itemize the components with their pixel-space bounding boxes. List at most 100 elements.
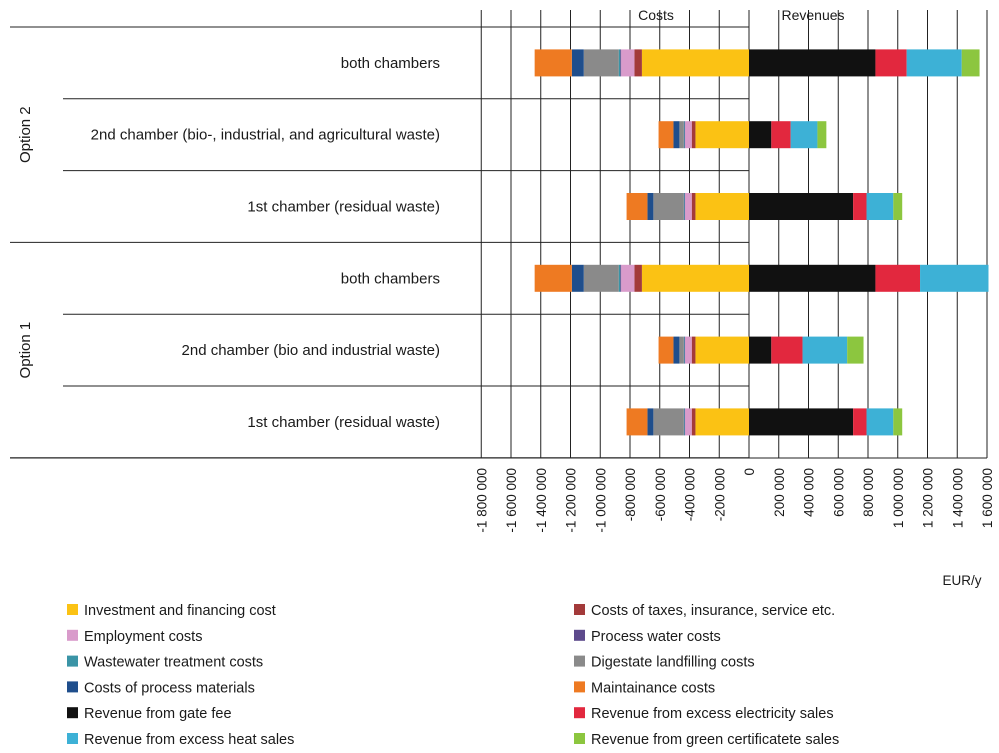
bar-segment [679,336,684,364]
bar-segment [621,264,635,292]
bar-segment [771,121,791,149]
legend-swatch [67,681,78,693]
bar-segment [571,49,584,77]
legend-swatch [67,733,78,744]
bar-series [534,49,989,436]
bar-segment [571,264,584,292]
bar-segment [685,193,692,220]
bar-segment [920,264,989,292]
category-label: 1st chamber (residual waste) [247,199,440,216]
bar-segment [685,121,692,149]
bar-segment [695,121,749,149]
legend-swatch [574,629,585,641]
bar-segment [691,408,696,436]
bar-segment [683,193,685,220]
bar-segment [647,408,654,436]
bar-segment [893,408,903,436]
bar-segment [695,336,749,364]
bar-segment [641,264,749,292]
bar-segment [691,121,696,149]
bar-segment [695,408,749,436]
legend-label: Investment and financing cost [84,603,276,619]
bar-segment [771,336,803,364]
category-label: both chambers [341,55,440,72]
bar-segment [653,408,684,436]
bar-segment [534,49,572,77]
legend-swatch [574,604,585,615]
bar-segment [853,408,867,436]
x-tick-label: -800 000 [623,468,638,521]
legend-swatch [67,707,78,719]
bar-segment [685,336,692,364]
bar-segment [653,193,684,220]
x-tick-label: -400 000 [683,468,698,521]
bar-segment [875,264,921,292]
x-axis-unit: EUR/y [942,573,981,588]
bar-segment [961,49,980,77]
bar-segment [691,336,696,364]
bar-segment [621,49,635,77]
chart-legend: Investment and financing cost Costs of ta… [67,603,839,748]
bar-segment [906,49,962,77]
bar-segment [620,49,622,77]
legend-label: Wastewater treatment costs [84,655,263,671]
x-tick-label: 1 400 000 [950,468,965,528]
bar-segment [685,408,692,436]
bar-segment [691,193,696,220]
x-tick-label: 1 600 000 [980,468,995,528]
bar-segment [866,193,894,220]
x-tick-label: -200 000 [712,468,727,521]
category-labels: both chambers 2nd chamber (bio-, industri… [17,55,440,431]
legend-swatch [574,733,585,744]
legend-label: Costs of taxes, insurance, service etc. [591,603,835,619]
bar-segment [673,336,680,364]
category-label: 1st chamber (residual waste) [247,414,440,431]
bar-segment [583,49,619,77]
legend-swatch [574,681,585,693]
bar-segment [749,49,876,77]
category-label: 2nd chamber (bio-, industrial, and agric… [91,127,440,144]
bar-segment [790,121,818,149]
x-tick-label: 600 000 [831,468,846,517]
bar-segment [658,121,674,149]
x-axis-ticks: -1 800 000 -1 600 000 -1 400 000 -1 200 000… [474,468,995,533]
bar-segment [817,121,827,149]
legend-label: Process water costs [591,629,721,645]
bar-segment [618,49,621,77]
bar-segment [749,193,854,220]
bar-segment [749,264,876,292]
x-tick-label: -1 800 000 [474,468,489,533]
bar-segment [583,264,619,292]
bar-segment [683,336,685,364]
bar-segment [683,408,685,436]
bar-segment [641,49,749,77]
bar-segment [749,336,772,364]
legend-swatch [574,655,585,667]
legend-label: Maintainance costs [591,680,715,696]
bar-segment [875,49,907,77]
legend-swatch [67,604,78,615]
x-tick-label: -1 200 000 [564,468,579,533]
legend-swatch [574,707,585,719]
bar-segment [695,193,749,220]
bar-segment [853,193,867,220]
bar-segment [626,408,648,436]
legend-label: Employment costs [84,629,202,645]
x-tick-label: 400 000 [802,468,817,517]
bar-segment [802,336,848,364]
x-tick-label: 1 200 000 [921,468,936,528]
bar-segment [679,121,684,149]
bar-segment [647,193,654,220]
bar-segment [534,264,572,292]
legend-label: Revenue from excess heat sales [84,732,294,748]
bar-segment [893,193,903,220]
x-tick-label: -1 400 000 [534,468,549,533]
bar-segment [683,121,685,149]
group-label: Option 1 [17,322,34,379]
category-frame [10,26,987,459]
chart-grid [480,10,988,458]
bar-segment [634,264,642,292]
legend-label: Revenue from green certificatete sales [591,732,839,748]
legend-label: Costs of process materials [84,680,255,696]
